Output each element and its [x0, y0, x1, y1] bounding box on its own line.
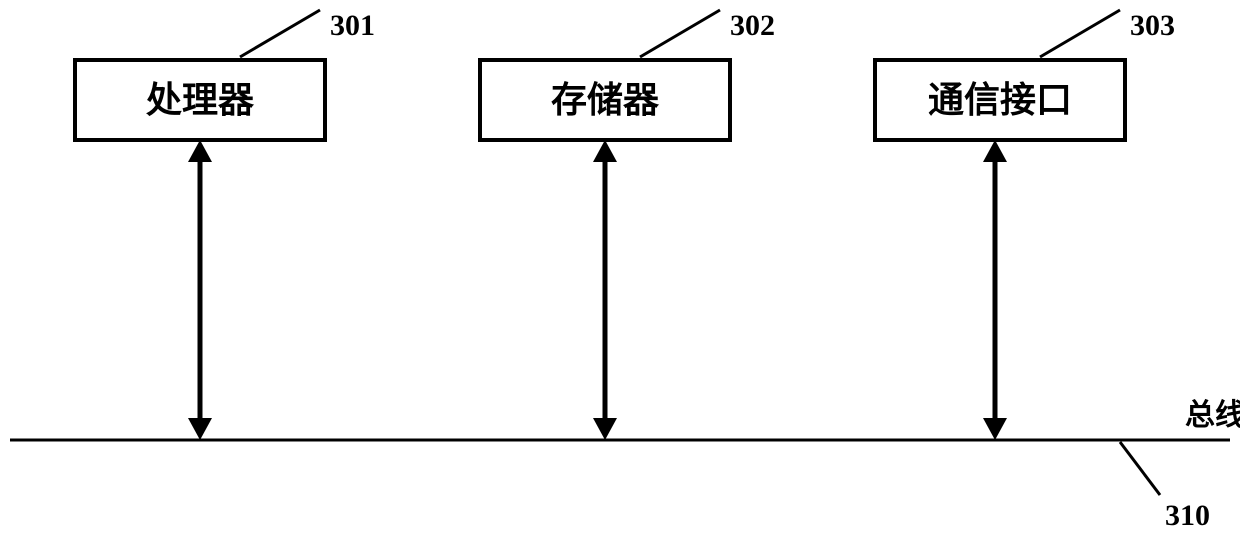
bus-ref-label: 310: [1165, 499, 1210, 532]
block-ref-processor: 301: [330, 9, 375, 42]
block-label-memory: 存储器: [551, 80, 660, 120]
block-ref-comm-interface: 303: [1130, 9, 1175, 42]
block-label-processor: 处理器: [146, 80, 255, 120]
block-ref-memory: 302: [730, 9, 775, 42]
bus-label: 总线: [1185, 399, 1240, 432]
block-label-comm-interface: 通信接口: [928, 80, 1072, 120]
